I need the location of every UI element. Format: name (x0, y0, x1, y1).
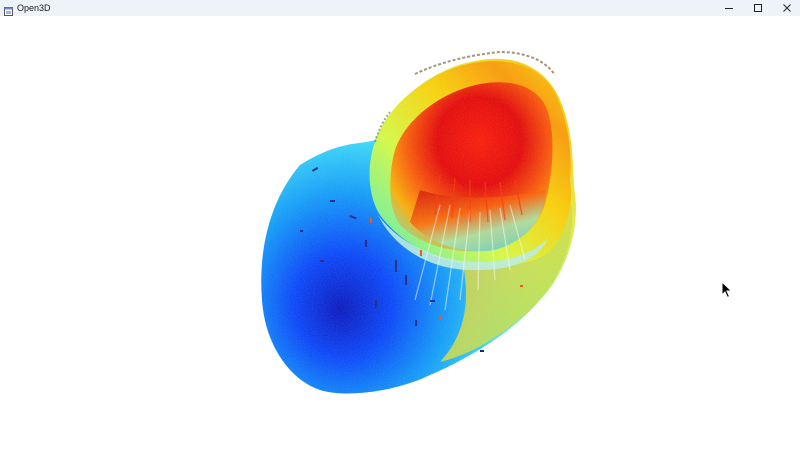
mouse-pointer-icon (721, 281, 733, 299)
close-icon (783, 4, 791, 12)
minimize-icon (725, 8, 733, 9)
maximize-button[interactable] (743, 0, 773, 16)
mesh-render[interactable] (0, 16, 800, 468)
maximize-icon (754, 4, 762, 12)
app-window-icon (4, 3, 13, 16)
window-title: Open3D (17, 3, 51, 13)
3d-viewport[interactable] (0, 16, 800, 468)
close-button[interactable] (772, 0, 800, 16)
title-bar[interactable]: Open3D (0, 0, 800, 16)
minimize-button[interactable] (714, 0, 744, 16)
